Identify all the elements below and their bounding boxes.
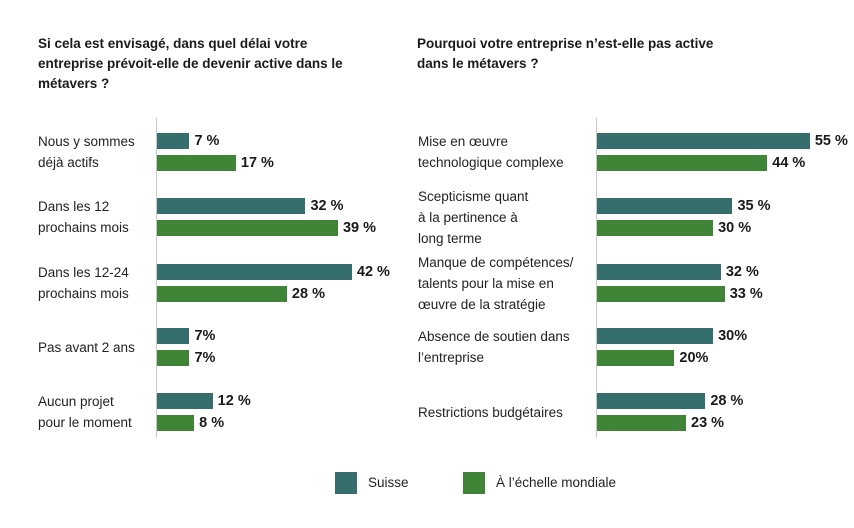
category-label: Restrictions budgétaires	[418, 402, 594, 423]
category-label: Dans les 12 prochains mois	[38, 196, 156, 238]
bar-suisse	[157, 328, 190, 344]
category-label-line: Absence de soutien dans	[418, 329, 570, 344]
data-label: 7 %	[194, 133, 220, 149]
category-label-line: long terme	[418, 230, 482, 246]
data-label: 33 %	[729, 286, 763, 302]
category-label: Manque de compétences/talents pour la mi…	[418, 252, 594, 315]
category-label: Mise en œuvre technologique complexe	[418, 131, 594, 173]
data-label: 39 %	[342, 220, 377, 236]
bar-monde	[597, 220, 714, 236]
bar-monde	[597, 350, 675, 366]
bar-suisse	[597, 133, 810, 149]
legend-swatch-suisse	[335, 472, 357, 494]
category-label-line: Nous y sommes	[38, 134, 135, 149]
bar-suisse	[157, 133, 190, 149]
category-label-line: déjà actifs	[38, 155, 99, 170]
data-label: 28 %	[291, 286, 325, 302]
bar-monde	[157, 155, 236, 171]
category-label-line: œuvre de la stratégie	[418, 296, 546, 312]
data-label: 17 %	[240, 155, 274, 171]
data-label: 12 %	[217, 393, 251, 409]
data-label: 28 %	[710, 393, 744, 409]
category-label: Pas avant 2 ans	[38, 337, 156, 358]
category-label-line: Mise en œuvre	[418, 134, 509, 149]
data-label: 30 %	[718, 220, 752, 236]
category-label-line: Aucun projet	[38, 394, 114, 409]
axis-line	[596, 118, 597, 438]
category-label-line: prochains mois	[38, 220, 129, 235]
category-label-line: pour le moment	[38, 415, 132, 430]
bar-monde	[597, 286, 725, 302]
category-label-line: Pas avant 2 ans	[38, 339, 135, 355]
bar-monde	[157, 350, 190, 366]
data-label: 30%	[718, 328, 748, 344]
bar-monde	[157, 220, 338, 236]
axis-line	[156, 118, 157, 438]
data-label: 32 %	[310, 198, 344, 214]
data-label: 20%	[679, 350, 709, 366]
category-label: Aucun projet pour le moment	[38, 391, 156, 433]
data-label: 23 %	[691, 415, 725, 431]
chart-title-reasons: Pourquoi votre entreprise n’est-elle pas…	[417, 36, 714, 71]
bar-monde	[157, 286, 287, 302]
category-label: Nous y sommes déjà actifs	[38, 131, 156, 173]
chart-title-timeline: Si cela est envisagé, dans quel délai vo…	[38, 36, 343, 91]
data-label: 7%	[194, 328, 216, 344]
category-label-line: à la pertinence à	[418, 209, 518, 225]
bar-monde	[597, 415, 686, 431]
category-label-line: prochains mois	[38, 286, 129, 301]
category-label-line: technologique complexe	[418, 155, 564, 170]
bar-suisse	[157, 198, 306, 214]
category-label-line: l’entreprise	[418, 350, 485, 365]
category-label-line: Dans les 12-24	[38, 265, 129, 280]
bar-monde	[157, 415, 195, 431]
legend-label-suisse: Suisse	[368, 475, 409, 490]
bar-suisse	[157, 393, 213, 409]
bar-suisse	[597, 264, 721, 280]
data-label: 7%	[194, 350, 216, 366]
legend-swatch-monde	[463, 472, 485, 494]
category-label: Scepticisme quant à la pertinence à long t…	[418, 186, 594, 249]
bar-suisse	[597, 198, 733, 214]
bar-suisse	[597, 393, 706, 409]
category-label: Dans les 12-24 prochains mois	[38, 262, 156, 304]
category-label-line: Scepticisme quant	[418, 188, 529, 204]
legend-label-monde: À l’échelle mondiale	[496, 475, 617, 490]
data-label: 35 %	[737, 198, 771, 214]
data-label: 32 %	[725, 264, 759, 280]
bar-suisse	[597, 328, 714, 344]
category-label: Absence de soutien dans l’entreprise	[418, 326, 594, 368]
bar-monde	[597, 155, 768, 171]
data-label: 44 %	[772, 155, 806, 171]
category-label-line: Manque de compétences/	[418, 254, 574, 270]
data-label: 55 %	[814, 133, 848, 149]
bar-suisse	[157, 264, 352, 280]
data-label: 8 %	[199, 415, 225, 431]
data-label: 42 %	[356, 264, 390, 280]
category-label-line: talents pour la mise en	[418, 275, 554, 291]
category-label-line: Restrictions budgétaires	[418, 404, 563, 420]
category-label-line: Dans les 12	[38, 199, 110, 214]
